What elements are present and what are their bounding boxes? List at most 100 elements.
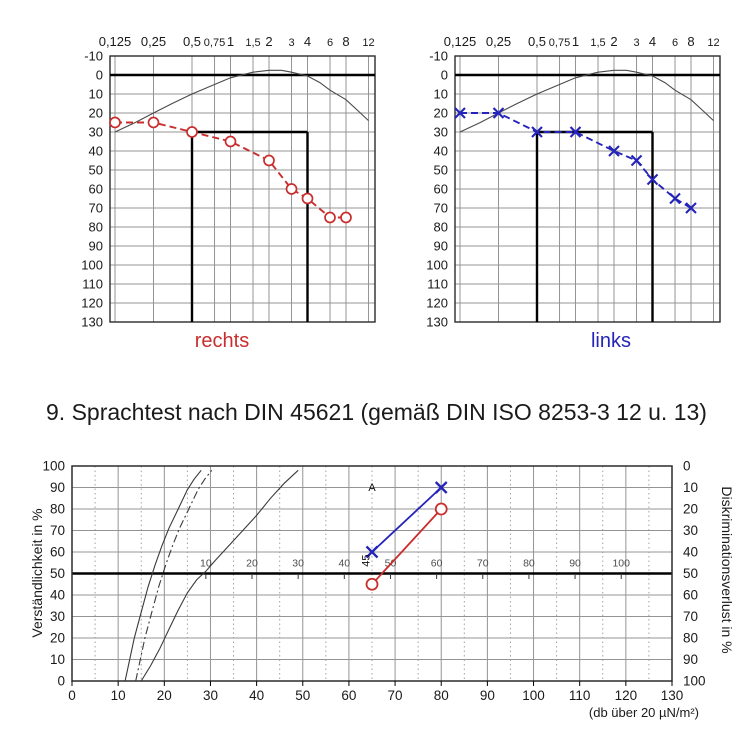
x-tick-label: 40	[249, 688, 264, 703]
x-tick-label: 12	[707, 37, 719, 49]
left-y-tick-label: 0	[57, 674, 65, 689]
x-tick-label: 1,5	[245, 37, 260, 49]
speech-area-box	[190, 130, 309, 322]
left-y-tick-label: 30	[50, 609, 65, 624]
x-tick-label: 0,125	[444, 34, 477, 49]
series-line	[460, 112, 692, 209]
audiogram-links-label: links	[590, 330, 631, 352]
y-tick-label: 0	[441, 68, 448, 83]
y-tick-label: 90	[434, 239, 448, 254]
right-y-tick-label: 80	[683, 631, 698, 646]
x-tick-label: 30	[203, 688, 218, 703]
x-tick-label: 80	[434, 688, 449, 703]
y-tick-label: 120	[426, 296, 448, 311]
data-point-x	[454, 107, 466, 119]
x-tick-label: 8	[342, 34, 349, 49]
y-tick-label: 110	[82, 277, 103, 292]
inner-scale-label: 70	[477, 558, 489, 570]
inner-scale-label: 20	[246, 558, 258, 570]
y-tick-label: 110	[427, 277, 448, 292]
normal-hearing-curve	[459, 69, 714, 133]
x-tick-label: 6	[327, 37, 333, 49]
inner-scale-label: 80	[523, 558, 535, 570]
x-tick-label: 50	[295, 688, 310, 703]
x-tick-label: 12	[362, 37, 374, 49]
inner-scale-label: 90	[569, 558, 581, 570]
left-y-tick-label: 20	[50, 631, 65, 646]
x-tick-label: 20	[157, 688, 172, 703]
right-y-tick-label: 0	[683, 459, 691, 474]
y-tick-label: 40	[89, 144, 103, 159]
speech-x-axis-caption: (db über 20 µN/m²)	[588, 705, 699, 720]
y-tick-label: 130	[426, 315, 448, 330]
data-point-circle	[109, 116, 121, 129]
data-point-circle	[434, 502, 448, 516]
grid	[455, 55, 720, 323]
data-point-x	[685, 202, 697, 214]
left-y-tick-label: 50	[50, 566, 65, 581]
left-y-tick-label: 80	[50, 502, 65, 517]
data-point-x	[646, 173, 659, 186]
reference-curve	[135, 469, 213, 682]
x-tick-label: 0,5	[183, 34, 201, 49]
data-point-x	[630, 154, 643, 167]
series-line	[371, 508, 442, 585]
right-y-tick-label: 40	[683, 545, 698, 560]
grid	[110, 55, 375, 323]
y-tick-label: 10	[434, 87, 448, 102]
y-tick-label: 20	[89, 106, 103, 121]
x-tick-label: 130	[661, 688, 684, 703]
y-tick-label: 100	[426, 258, 448, 273]
left-y-tick-label: 10	[50, 652, 65, 667]
data-point-circle	[285, 183, 298, 195]
right-y-tick-label: 10	[683, 480, 698, 495]
audiogram-links-chart: 0,125 0,25 0,5 0,75 1 1,5 2 3 4 6 8 12 -10 0 10 20 30 40 5…	[426, 34, 721, 330]
x-tick-label: 0,25	[486, 34, 511, 49]
x-tick-label: 3	[288, 37, 294, 49]
x-tick-label: 110	[569, 688, 591, 703]
x-tick-label: 4	[304, 34, 311, 49]
right-y-tick-label: 50	[683, 566, 698, 581]
inner-scale-label: 30	[292, 558, 304, 570]
x-tick-label: 0,25	[141, 34, 166, 49]
series-line	[371, 486, 442, 553]
data-point-x	[531, 126, 543, 138]
y-tick-label: -10	[84, 49, 103, 64]
section-title: 9. Sprachtest nach DIN 45621 (gemäß DIN …	[46, 399, 707, 425]
x-tick-label: 120	[615, 688, 638, 703]
y-tick-label: 70	[89, 201, 103, 216]
y-tick-label: 50	[434, 163, 448, 178]
reference-curve	[140, 469, 299, 682]
reference-curve	[124, 469, 202, 682]
left-y-tick-label: 90	[50, 480, 65, 495]
y-tick-label: 130	[81, 315, 103, 330]
x-tick-label: 70	[388, 688, 403, 703]
right-y-tick-label: 60	[683, 588, 698, 603]
right-y-tick-label: 90	[683, 652, 698, 667]
plot-frame	[71, 465, 673, 682]
x-tick-label: 10	[111, 688, 126, 703]
right-y-tick-label: 30	[683, 523, 698, 538]
x-tick-label: 100	[522, 688, 545, 703]
x-tick-label: 0,75	[549, 37, 570, 49]
x-tick-label: 2	[610, 34, 617, 49]
y-tick-label: 40	[434, 144, 448, 159]
y-tick-label: 90	[89, 239, 103, 254]
y-tick-label: 20	[434, 106, 448, 121]
speech-audiogram-chart: 10 20 30 40 50 60 70 80 90 100A450102030405060708…	[42, 459, 705, 704]
x-tick-label: 1,5	[590, 37, 605, 49]
inner-scale-label: 10	[200, 558, 212, 570]
axis-labels: 0,125 0,25 0,5 0,75 1 1,5 2 3 4 6 8 12 -10 0 10 20 30 40 5…	[81, 34, 374, 330]
inner-scale-label: 60	[431, 558, 443, 570]
y-tick-label: 100	[81, 258, 103, 273]
x-tick-label: 3	[633, 37, 639, 49]
x-tick-label: 90	[480, 688, 495, 703]
speech-right-axis-label: Diskriminationsverlust in %	[719, 486, 735, 654]
data-point-circle	[301, 192, 314, 205]
x-tick-label: 4	[649, 34, 656, 49]
y-tick-label: 70	[434, 201, 448, 216]
inner-scale-label: 40	[338, 558, 350, 570]
y-tick-label: 10	[89, 87, 103, 102]
inner-scale: 10 20 30 40 50 60 70 80 90 100	[200, 558, 630, 579]
y-tick-label: 30	[89, 125, 103, 140]
